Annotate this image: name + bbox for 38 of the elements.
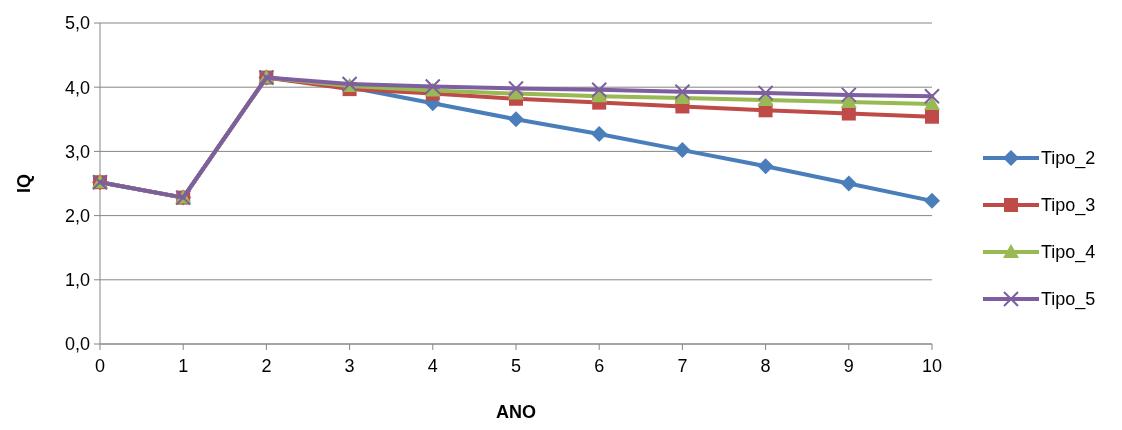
y-tick-label: 1,0 — [64, 270, 90, 291]
point — [925, 109, 939, 124]
legend-label: Tipo_2 — [1041, 148, 1096, 170]
x-tick-label: 2 — [261, 356, 272, 376]
x-tick-label: 0 — [94, 356, 106, 376]
legend-label: Tipo_5 — [1041, 289, 1096, 311]
point — [674, 142, 691, 159]
x-tick-label: 5 — [510, 356, 522, 376]
point — [591, 126, 608, 143]
legend-label: Tipo_3 — [1041, 195, 1096, 217]
x-tick-label: 3 — [344, 356, 355, 376]
x-tick-label: 4 — [427, 356, 438, 376]
x-tick-label: 9 — [843, 356, 854, 376]
point — [508, 80, 524, 97]
y-tick-label: 2,0 — [64, 205, 90, 226]
point — [840, 175, 857, 192]
point — [840, 86, 857, 103]
point — [674, 83, 691, 100]
point — [924, 88, 940, 105]
y-tick-label: 4,0 — [64, 77, 90, 98]
x-axis-title: ANO — [496, 402, 536, 422]
y-tick-label: 5,0 — [64, 13, 90, 34]
point — [841, 106, 856, 121]
point — [757, 158, 774, 175]
point — [424, 78, 441, 95]
y-axis-title: IQ — [14, 173, 34, 194]
x-tick-label: 1 — [178, 356, 189, 376]
legend-label: Tipo_4 — [1041, 242, 1096, 264]
point — [757, 84, 774, 101]
point — [508, 111, 524, 128]
point — [591, 81, 608, 98]
x-tick-label: 6 — [594, 356, 605, 376]
y-tick-label: 0,0 — [64, 334, 90, 355]
x-tick-label: 10 — [921, 356, 943, 376]
x-tick-label: 8 — [760, 356, 771, 376]
point — [924, 192, 940, 209]
y-tick-label: 3,0 — [64, 141, 90, 162]
x-tick-label: 7 — [677, 356, 688, 376]
